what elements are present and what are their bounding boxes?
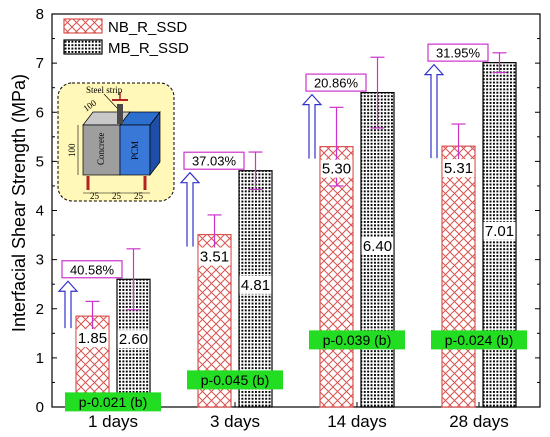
y-tick-label: 3 xyxy=(36,252,44,269)
value-label: 6.40 xyxy=(363,238,392,255)
concrete-block xyxy=(82,124,121,176)
legend-label-mb: MB_R_SSD xyxy=(108,40,189,57)
value-label-bg xyxy=(198,247,231,266)
inset-concrete-label: Concrete xyxy=(96,133,106,165)
bar-nb xyxy=(441,145,476,408)
value-label-bg xyxy=(117,330,150,349)
y-tick-label: 5 xyxy=(36,153,44,170)
value-label-bg xyxy=(239,275,272,294)
x-tick-label: 14 days xyxy=(327,412,387,431)
x-tick-label: 1 days xyxy=(88,412,138,431)
increase-arrow xyxy=(423,63,445,159)
specimen-inset: Steel strip Concrete PCM 100 100 25 25 2… xyxy=(57,82,175,202)
inset-pcm-label: PCM xyxy=(130,141,140,160)
strip-pointer xyxy=(103,93,118,109)
legend-label-nb: NB_R_SSD xyxy=(108,19,187,36)
increase-label: 31.95% xyxy=(436,46,481,61)
y-tick-label: 0 xyxy=(36,399,44,416)
y-axis: 0 1 2 3 4 5 6 7 8 xyxy=(36,6,540,416)
x-tick-label: 3 days xyxy=(210,412,260,431)
steel-strip xyxy=(117,104,123,124)
inset-dim-side: 100 xyxy=(67,143,77,157)
value-label-bg xyxy=(361,236,394,255)
increase-arrow xyxy=(301,93,323,159)
pcm-side-face xyxy=(149,110,161,177)
value-label: 2.60 xyxy=(119,331,148,348)
value-label-bg xyxy=(483,221,516,240)
p-value-box xyxy=(309,330,405,350)
y-tick-label: 4 xyxy=(36,203,44,220)
increase-label-box xyxy=(305,73,367,92)
legend-swatch-nb xyxy=(63,18,103,34)
x-tick-label: 28 days xyxy=(449,412,509,431)
value-label: 5.30 xyxy=(322,161,351,178)
inset-dim-bottom-1: 25 xyxy=(90,191,100,201)
x-axis: 1 days 3 days 14 days 28 days xyxy=(88,402,509,431)
p-value-box xyxy=(65,392,161,412)
p-value-box xyxy=(431,330,527,350)
increase-label: 37.03% xyxy=(192,154,237,169)
y-tick-label: 1 xyxy=(36,350,44,367)
y-tick-label: 8 xyxy=(36,6,44,23)
inset-dim-bottom-3: 25 xyxy=(134,191,144,201)
value-label: 4.81 xyxy=(241,277,270,294)
legend-swatch-mb xyxy=(63,39,103,55)
annotations: 40.58% p-0.021 (b) 37.03% p-0.045 (b) 20.86%… xyxy=(57,43,527,412)
value-label: 7.01 xyxy=(485,223,514,240)
p-value-label: p-0.024 (b) xyxy=(445,332,513,348)
increase-label: 40.58% xyxy=(70,262,115,277)
value-label-bg xyxy=(76,329,109,348)
p-value-box xyxy=(187,370,283,390)
inset-strip-label: Steel strip xyxy=(86,85,123,95)
y-tick-label: 2 xyxy=(36,301,44,318)
value-label-bg xyxy=(320,159,353,178)
increase-label-box xyxy=(427,43,489,62)
increase-label: 20.86% xyxy=(314,76,359,91)
value-label: 1.85 xyxy=(78,330,107,347)
y-tick-label: 6 xyxy=(36,104,44,121)
bar-nb xyxy=(319,146,354,408)
p-value-label: p-0.045 (b) xyxy=(201,372,269,388)
increase-label-box xyxy=(183,151,245,170)
increase-arrow xyxy=(179,171,201,247)
bars: 1.85 2.60 3.51 4.81 5.30 6.40 5.31 7.01 xyxy=(75,52,517,408)
value-label: 5.31 xyxy=(444,160,473,177)
inset-dim-bottom-2: 25 xyxy=(112,191,122,201)
legend: NB_R_SSD MB_R_SSD xyxy=(63,18,189,57)
value-label-bg xyxy=(442,159,475,178)
increase-arrow xyxy=(57,280,79,329)
y-axis-title: Interfacial Shear Strength (MPa) xyxy=(9,74,29,332)
y-tick-label: 7 xyxy=(36,55,44,72)
increase-label-box xyxy=(61,260,123,279)
value-label: 3.51 xyxy=(200,249,229,266)
p-value-label: p-0.039 (b) xyxy=(323,332,391,348)
p-value-label: p-0.021 (b) xyxy=(79,394,147,410)
